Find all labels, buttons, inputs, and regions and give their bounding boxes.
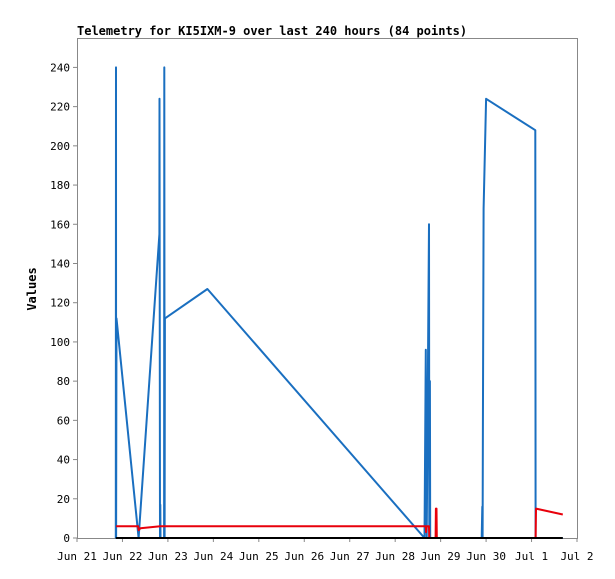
x-axis: Jun 21 Jun 22 Jun 23 Jun 24 Jun 25 Jun 26 Jun … [57, 538, 594, 563]
y-tick-label: 160 [50, 218, 70, 231]
x-tick-label: Jul 1 [515, 550, 548, 563]
y-tick-label: 140 [50, 257, 70, 270]
series-layer [114, 66, 564, 539]
x-tick-label: Jun 26 [284, 550, 324, 563]
x-tick-label: Jun 21 [57, 550, 97, 563]
x-tick-label: Jun 27 [330, 550, 370, 563]
series-line-1 [114, 66, 563, 539]
y-tick-label: 40 [57, 454, 70, 467]
y-tick-label: 20 [57, 493, 70, 506]
chart-title: Telemetry for KI5IXM-9 over last 240 hou… [77, 24, 467, 38]
y-tick-label: 180 [50, 179, 70, 192]
y-axis-label: Values [25, 267, 39, 310]
y-tick-label: 240 [50, 61, 70, 74]
y-tick-label: 120 [50, 297, 70, 310]
y-tick-label: 100 [50, 336, 70, 349]
x-tick-label: Jun 30 [466, 550, 506, 563]
x-tick-label: Jul 2 [560, 550, 593, 563]
y-tick-label: 60 [57, 414, 70, 427]
y-tick-label: 0 [63, 532, 70, 545]
x-tick-label: Jun 22 [103, 550, 143, 563]
x-tick-label: Jun 25 [239, 550, 279, 563]
x-tick-label: Jun 23 [148, 550, 188, 563]
y-tick-label: 80 [57, 375, 70, 388]
x-tick-label: Jun 24 [193, 550, 233, 563]
y-axis: 0 20 40 60 80 100 120 140 160 180 200 220 240 [50, 61, 77, 545]
x-tick-label: Jun 28 [375, 550, 415, 563]
x-tick-label: Jun 29 [421, 550, 461, 563]
y-tick-label: 220 [50, 101, 70, 114]
y-tick-label: 200 [50, 140, 70, 153]
